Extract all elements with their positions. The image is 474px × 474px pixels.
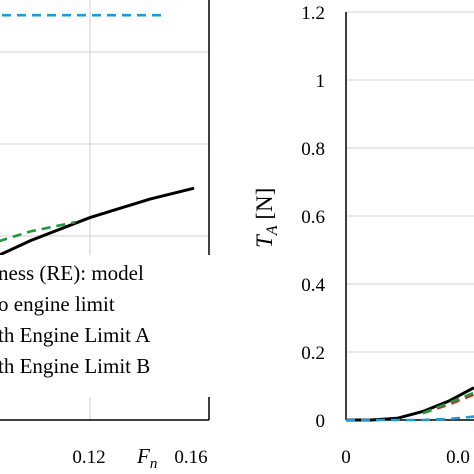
left-xlabel-main: F xyxy=(136,444,150,468)
right-grid xyxy=(346,11,474,353)
left-x-tick-label: 0.12 xyxy=(72,447,105,468)
right-y-ticks: 0 0.2 0.4 0.6 0.8 1 1.2 xyxy=(301,3,325,432)
right-panel: 00.20.40.60.811.2 0 0.0 TA [N] xyxy=(252,3,474,468)
right-y-tick-label: 1.2 xyxy=(301,3,325,24)
right-x-tick-label: 0 xyxy=(341,447,351,468)
right-ylabel-main: T xyxy=(252,233,277,248)
right-series-line-0 xyxy=(346,386,474,422)
legend: ness (RE): model o engine limit th Engine … xyxy=(0,261,151,378)
legend-entry-label: th Engine Limit A xyxy=(0,323,151,347)
right-series-line-1 xyxy=(346,415,474,422)
left-xlabel-sub: n xyxy=(150,456,158,472)
right-y-tick-label: 0 xyxy=(316,411,326,432)
right-y-tick-label: 0.8 xyxy=(301,139,325,160)
right-y-tick-label: 0.4 xyxy=(301,275,325,296)
right-y-axis-title: TA [N] xyxy=(252,188,281,248)
left-x-ticks: 0.12 0.16 xyxy=(72,447,207,468)
right-y-tick-label: 0.6 xyxy=(301,207,325,228)
right-x-tick-label: 0.0 xyxy=(446,447,470,468)
right-y-tick-label: 0.2 xyxy=(301,343,325,364)
left-x-axis-title: Fn xyxy=(136,444,157,472)
right-y-tick-label: 1 xyxy=(316,71,326,92)
legend-entry-label: o engine limit xyxy=(0,292,115,316)
right-ylabel-unit: [N] xyxy=(252,188,277,226)
legend-box xyxy=(0,255,224,397)
left-series-line-0 xyxy=(0,186,195,257)
left-series-layer xyxy=(0,13,195,257)
legend-entry-label: ness (RE): model xyxy=(0,261,144,285)
left-x-tick-label: 0.16 xyxy=(174,447,207,468)
right-series-layer xyxy=(346,386,474,422)
right-series-line-3 xyxy=(422,391,474,415)
right-ylabel-sub: A xyxy=(264,225,281,236)
left-panel: ness (RE): model o engine limit th Engine … xyxy=(0,0,224,472)
right-x-ticks: 0 0.0 xyxy=(341,447,470,468)
legend-entry-label: th Engine Limit B xyxy=(0,354,150,378)
left-series-line-3 xyxy=(0,220,76,243)
